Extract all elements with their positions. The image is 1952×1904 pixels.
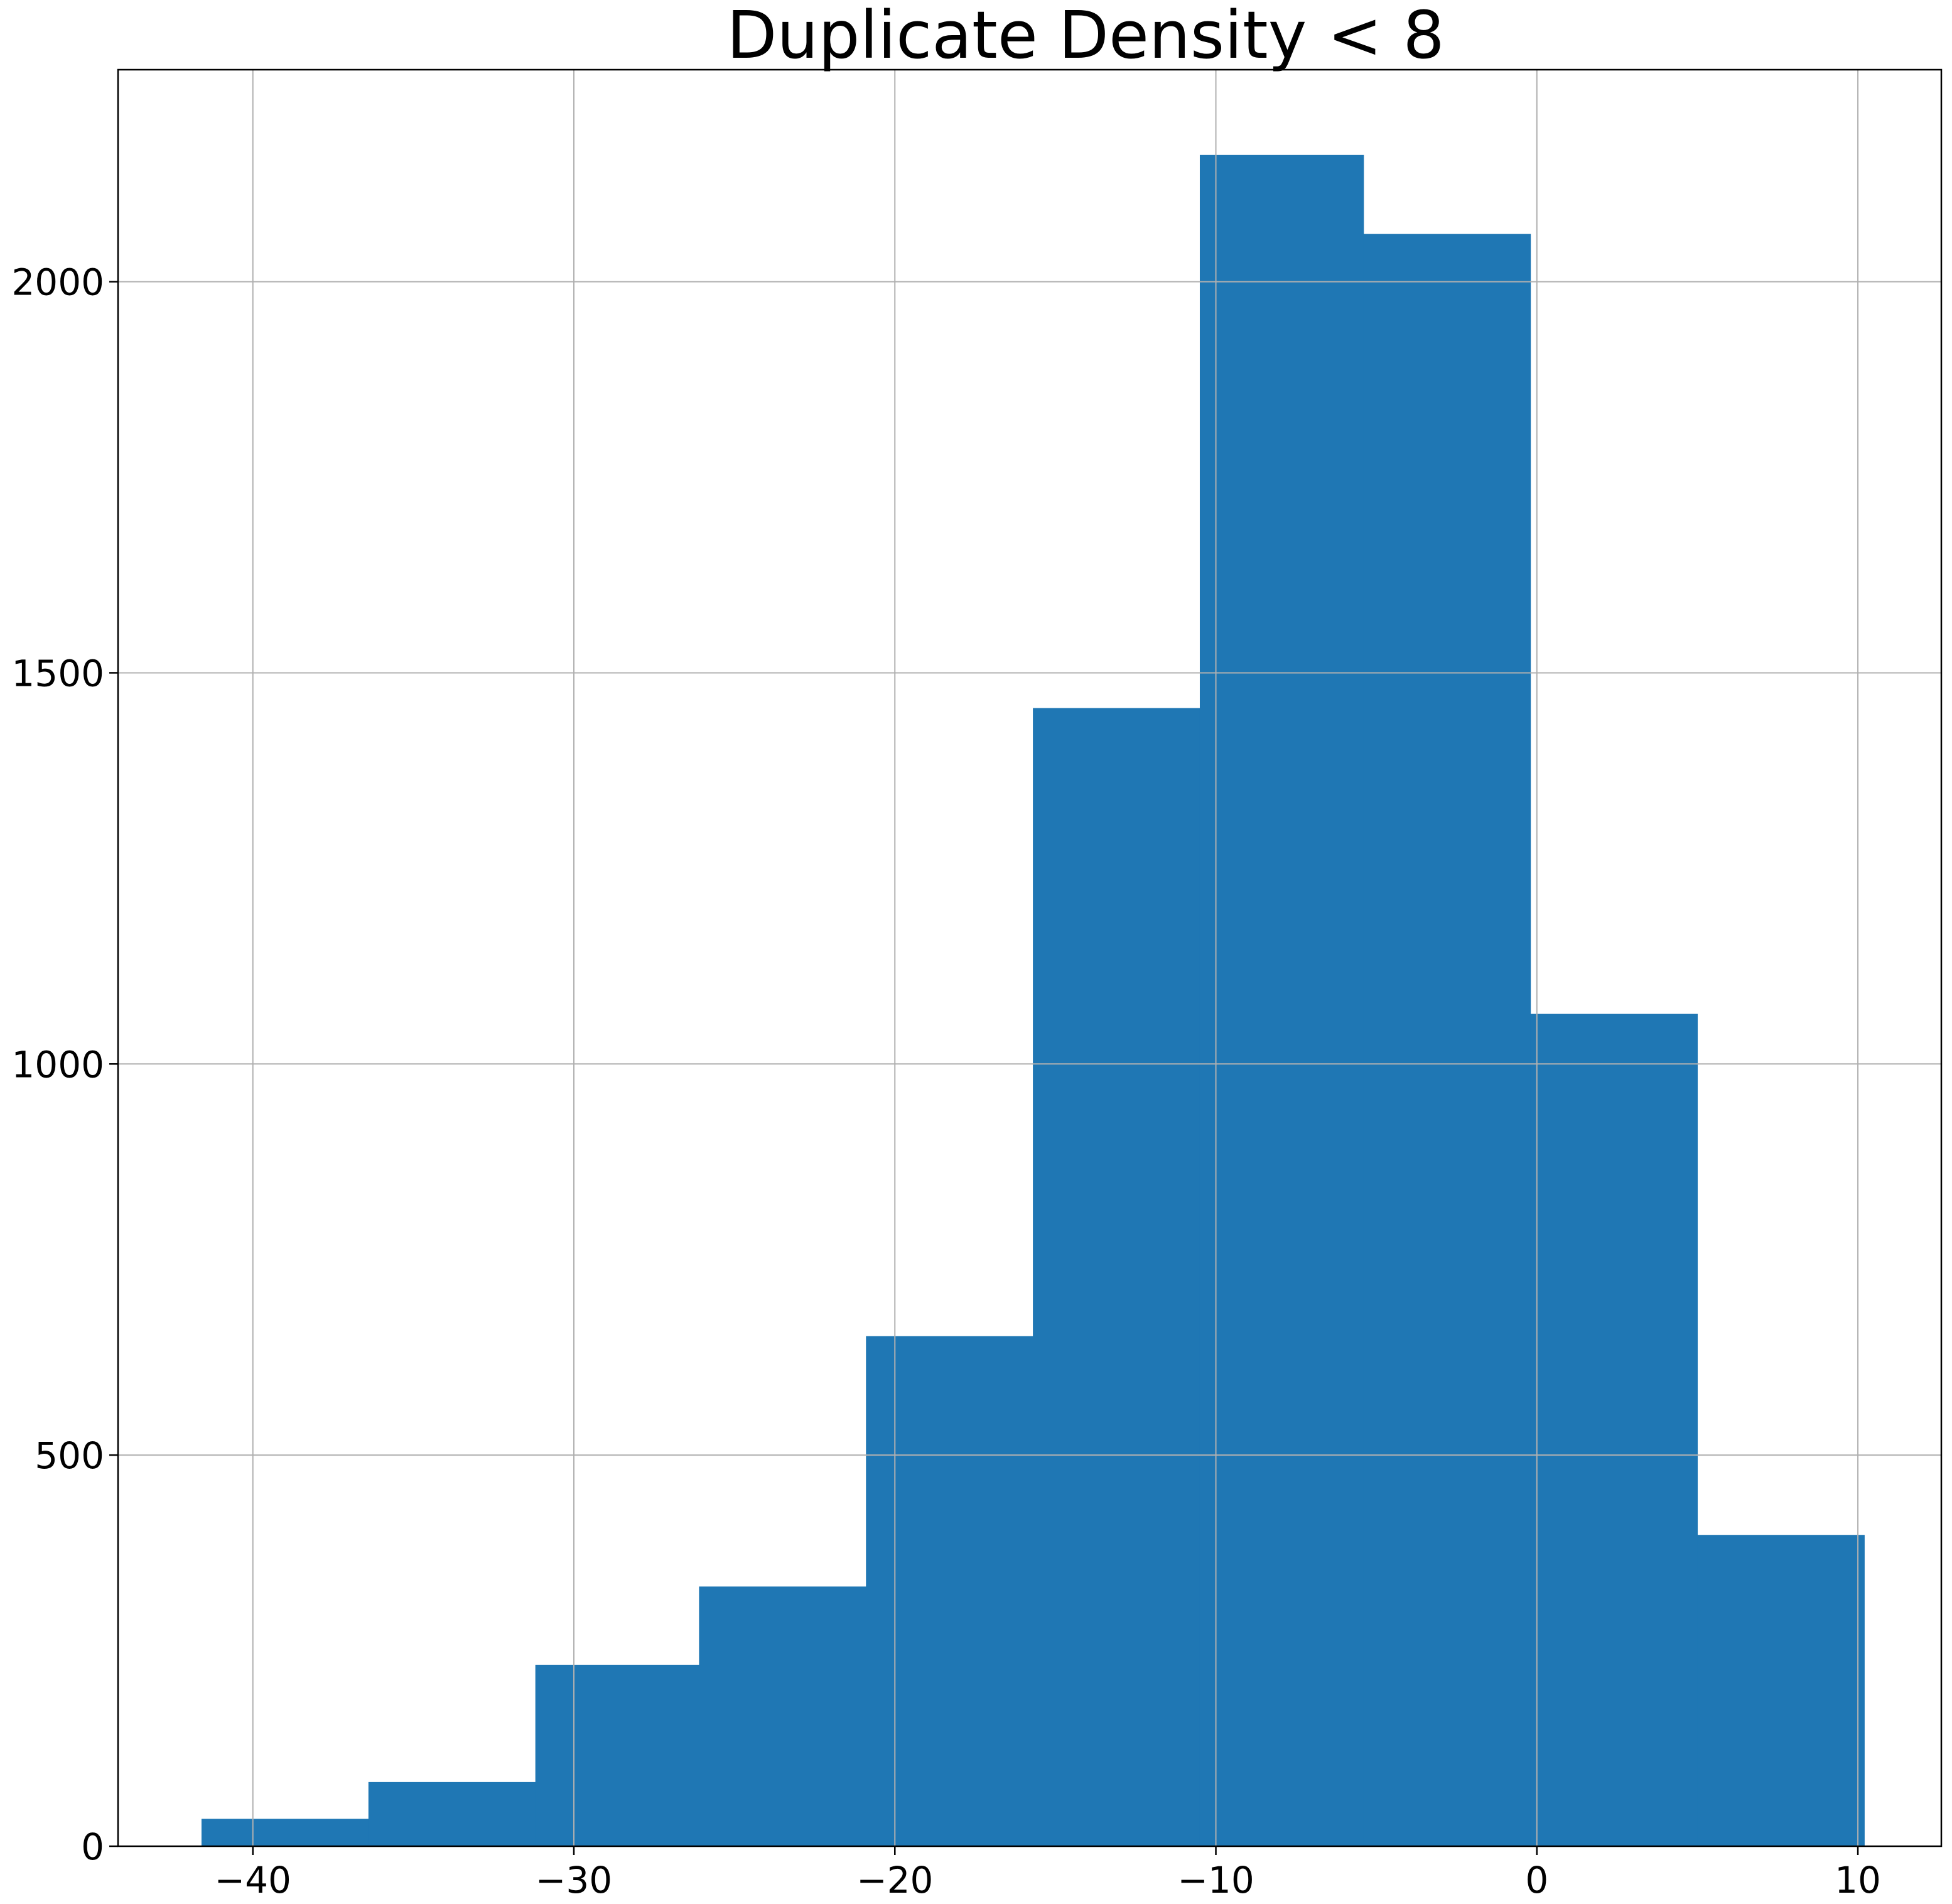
histogram-bar [1530, 1014, 1698, 1846]
histogram-bar [535, 1664, 699, 1846]
x-tick-label: 10 [1835, 1859, 1881, 1901]
histogram-bar [1697, 1535, 1865, 1846]
x-tick-label: 0 [1525, 1859, 1548, 1901]
y-tick-label: 0 [81, 1826, 104, 1868]
histogram-bar [1199, 154, 1364, 1847]
histogram-bar [1363, 234, 1531, 1847]
y-tick-label: 1500 [11, 652, 104, 695]
histogram-bar [368, 1782, 536, 1846]
chart-title: Duplicate Density < 8 [726, 0, 1444, 73]
x-tick-label: −30 [536, 1859, 612, 1901]
y-tick-label: 1000 [11, 1043, 104, 1086]
histogram-bar [866, 1336, 1033, 1846]
axes-frame [117, 68, 1943, 1847]
histogram-bar [1033, 708, 1200, 1846]
x-tick-label: −10 [1177, 1859, 1254, 1901]
histogram-bar [699, 1586, 866, 1846]
y-tick-label: 500 [35, 1434, 104, 1477]
histogram-bar [201, 1819, 369, 1846]
x-tick-label: −20 [856, 1859, 933, 1901]
histogram-bars [201, 154, 1865, 1847]
y-axis-ticks: 0 500 1000 1500 2000 [11, 261, 118, 1868]
x-tick-label: −40 [215, 1859, 291, 1901]
x-axis-ticks: −40 −30 −20 −10 0 10 [215, 1846, 1881, 1901]
y-tick-label: 2000 [11, 261, 104, 304]
